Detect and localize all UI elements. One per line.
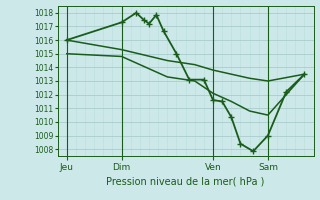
X-axis label: Pression niveau de la mer( hPa ): Pression niveau de la mer( hPa ) (107, 176, 265, 186)
